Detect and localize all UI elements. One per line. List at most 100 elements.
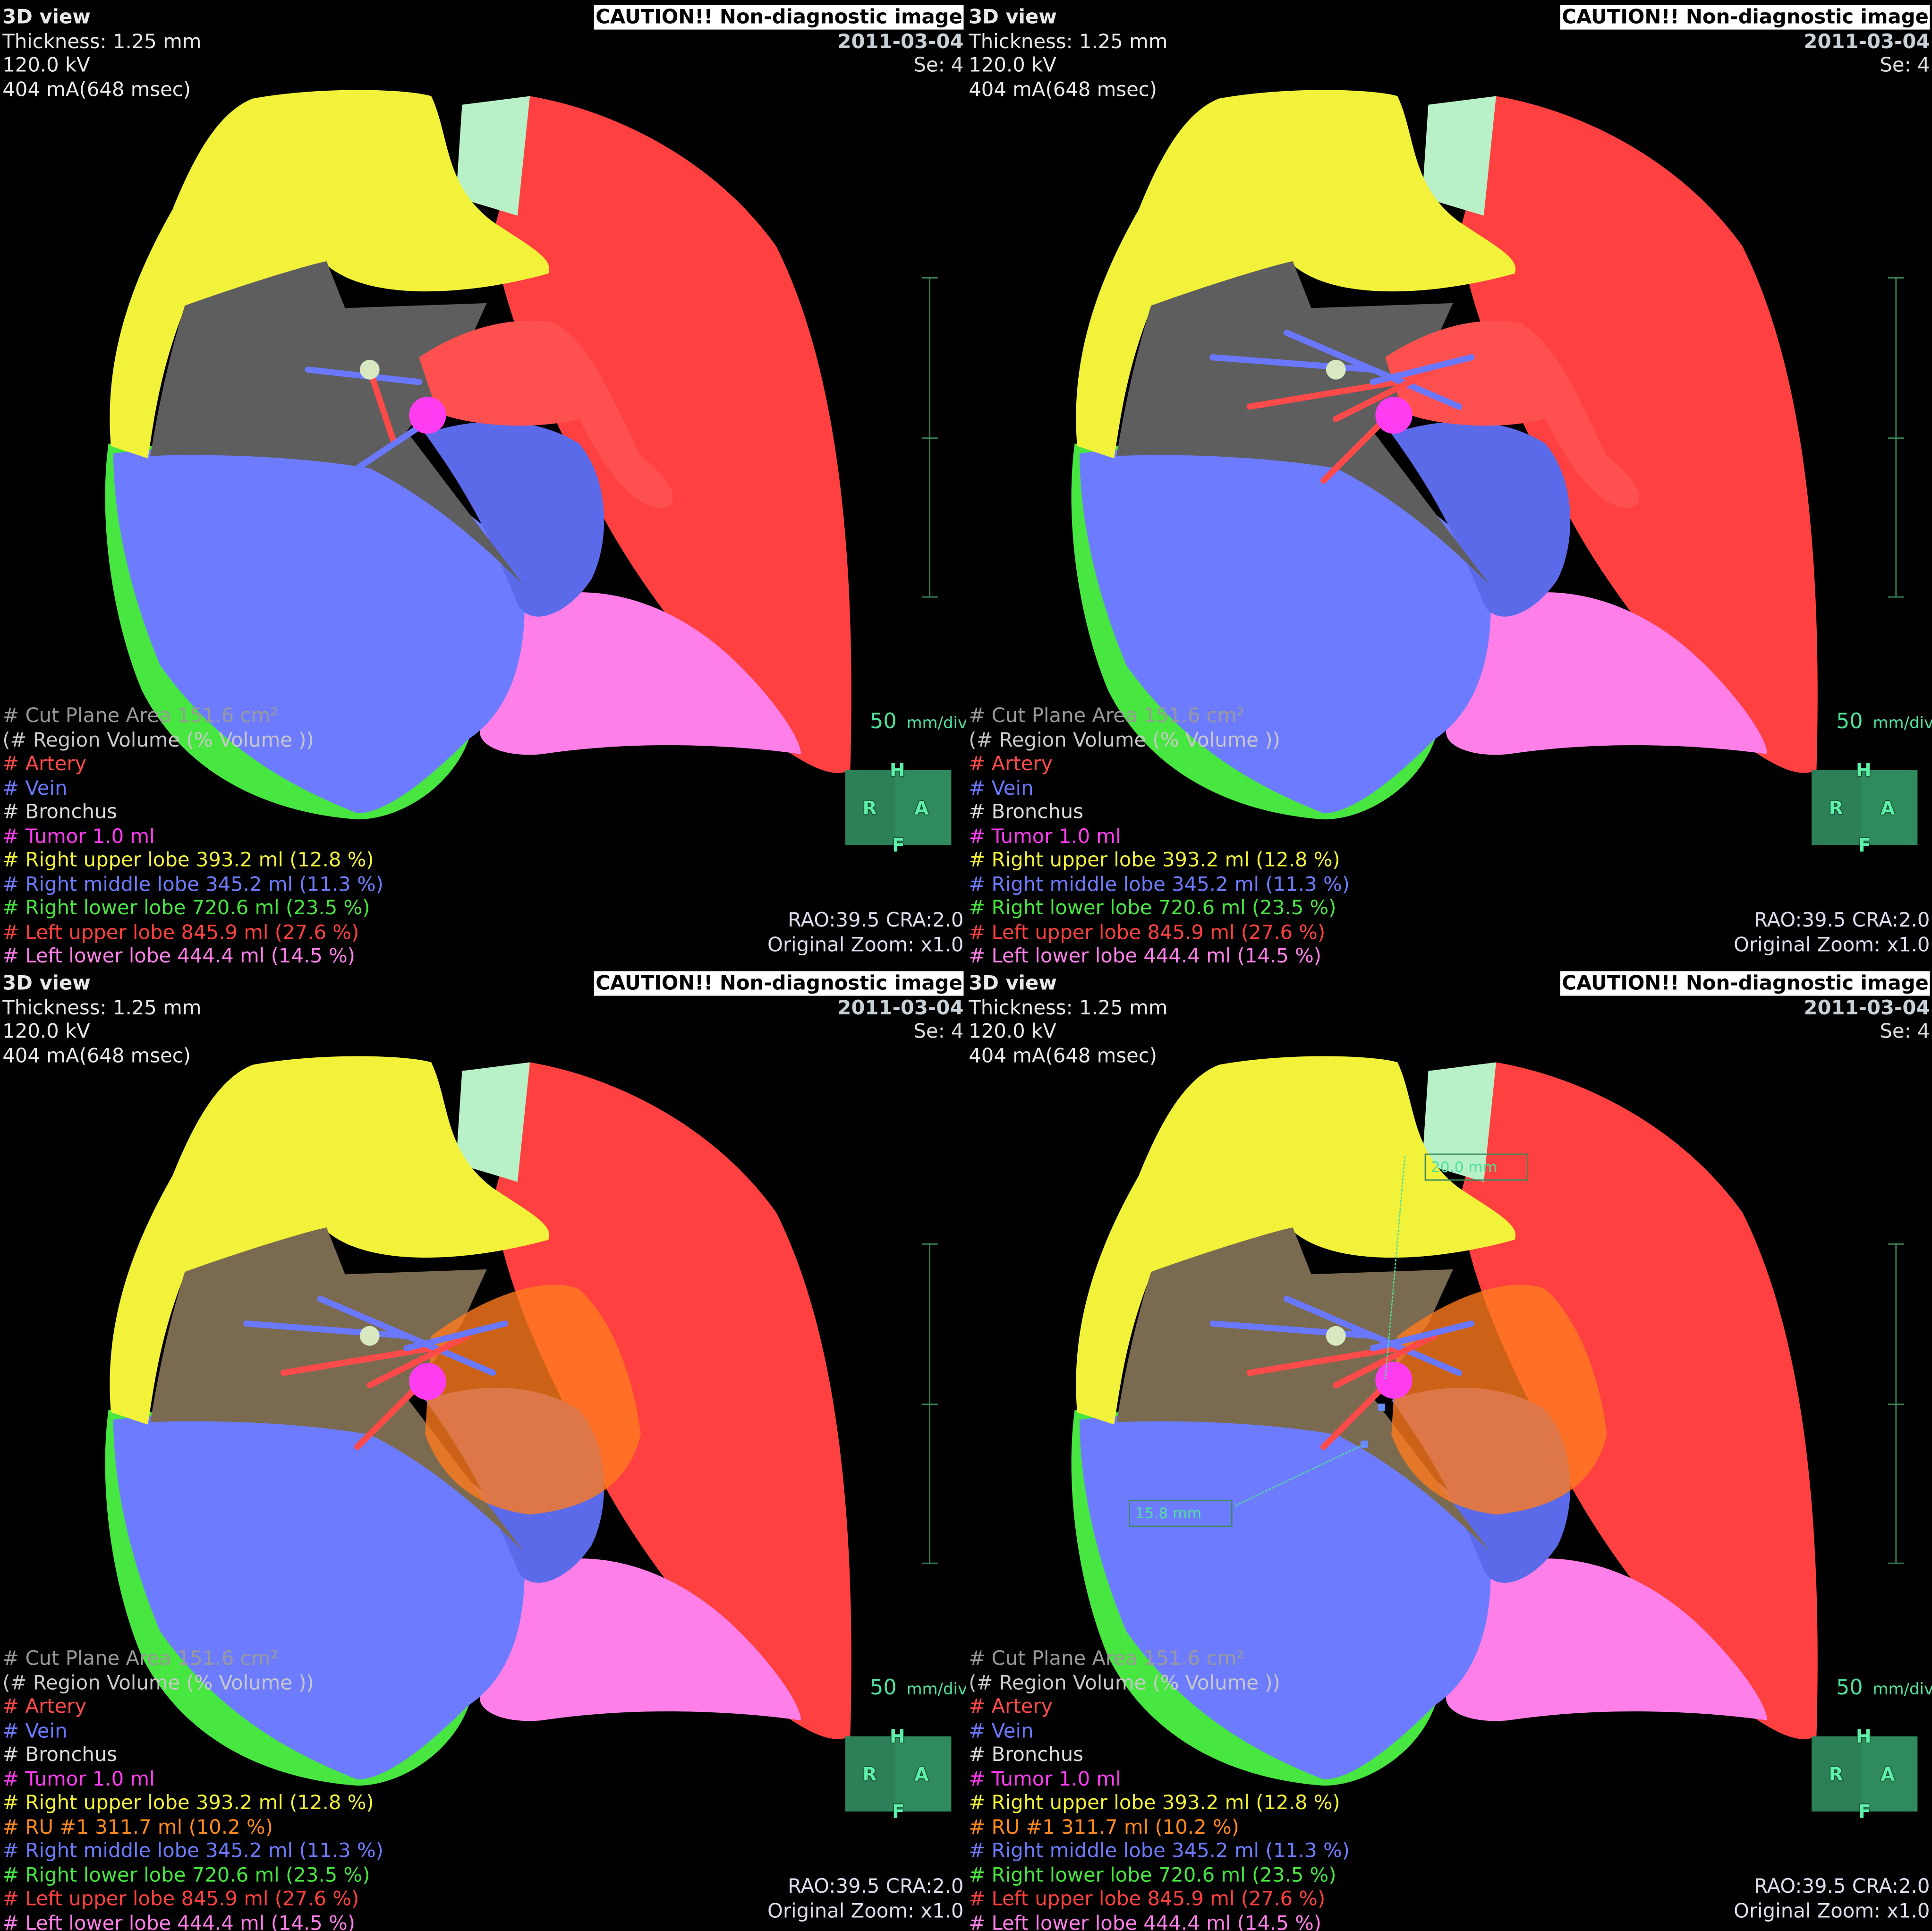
region-legend: # Cut Plane Area 151.6 cm²(# Region Volu… xyxy=(969,704,1350,965)
view-title: 3D view xyxy=(969,5,1167,29)
legend-item: # Right middle lobe 345.2 ml (11.3 %) xyxy=(2,1838,383,1863)
legend-item: # Right upper lobe 393.2 ml (12.8 %) xyxy=(2,848,383,872)
legend-item: # Left upper lobe 845.9 ml (27.6 %) xyxy=(969,1887,1350,1911)
legend-item: # RU #1 311.7 ml (10.2 %) xyxy=(2,1814,383,1838)
region-legend: # Cut Plane Area 151.6 cm²(# Region Volu… xyxy=(969,1646,1350,1931)
legend-item: (# Region Volume (% Volume )) xyxy=(969,1670,1350,1694)
measure-handle[interactable] xyxy=(1378,1404,1385,1411)
legend-item: # Left lower lobe 444.4 ml (14.5 %) xyxy=(2,1911,383,1931)
legend-item: # Right lower lobe 720.6 ml (23.5 %) xyxy=(969,896,1350,920)
scale-bar xyxy=(929,277,930,597)
measurement-label[interactable]: 15.8 mm xyxy=(1129,1499,1232,1526)
legend-item: # Vein xyxy=(969,1718,1350,1742)
study-info: CAUTION!! Non-diagnostic image 2011-03-0… xyxy=(1560,971,1930,1043)
tumor xyxy=(409,397,446,434)
legend-item: (# Region Volume (% Volume )) xyxy=(2,1670,383,1694)
legend-item: # Bronchus xyxy=(969,800,1350,824)
view-angle-info: RAO:39.5 CRA:2.0 Original Zoom: x1.0 xyxy=(1734,908,1930,956)
orientation-cube[interactable]: H R A F xyxy=(1811,770,1917,845)
legend-item: # Right lower lobe 720.6 ml (23.5 %) xyxy=(2,1863,383,1887)
study-date: 2011-03-04 xyxy=(595,995,964,1019)
legend-item: # Right middle lobe 345.2 ml (11.3 %) xyxy=(969,1838,1350,1863)
legend-item: # RU #1 311.7 ml (10.2 %) xyxy=(969,1814,1350,1838)
view-angle-info: RAO:39.5 CRA:2.0 Original Zoom: x1.0 xyxy=(767,908,963,956)
legend-item: # Right lower lobe 720.6 ml (23.5 %) xyxy=(969,1863,1350,1887)
measure-handle[interactable] xyxy=(1360,1440,1368,1448)
scale-bar xyxy=(1895,277,1897,597)
bronchus xyxy=(360,360,380,380)
viewport-3d[interactable]: 3D view Thickness: 1.25 mm 120.0 kV 404 … xyxy=(0,0,966,965)
legend-item: # Vein xyxy=(2,1718,383,1742)
rao-cra-angles: RAO:39.5 CRA:2.0 xyxy=(1734,908,1930,932)
view-title: 3D view xyxy=(2,5,201,29)
legend-item: # Left upper lobe 845.9 ml (27.6 %) xyxy=(2,1887,383,1911)
scan-info: 3D view Thickness: 1.25 mm 120.0 kV 404 … xyxy=(969,5,1167,101)
orientation-cube[interactable]: H R A F xyxy=(1811,1736,1917,1811)
tube-voltage: 120.0 kV xyxy=(2,53,201,77)
tumor xyxy=(1375,397,1412,434)
legend-item: # Left lower lobe 444.4 ml (14.5 %) xyxy=(969,1911,1350,1931)
region-legend: # Cut Plane Area 151.6 cm²(# Region Volu… xyxy=(2,704,383,965)
region-legend: # Cut Plane Area 151.6 cm²(# Region Volu… xyxy=(2,1646,383,1931)
study-info: CAUTION!! Non-diagnostic image 2011-03-0… xyxy=(595,971,964,1043)
legend-item: # Cut Plane Area 151.6 cm² xyxy=(2,704,383,728)
legend-item: # Artery xyxy=(969,1694,1350,1718)
scan-info: 3D view Thickness: 1.25 mm 120.0 kV 404 … xyxy=(2,971,201,1067)
legend-item: # Right upper lobe 393.2 ml (12.8 %) xyxy=(969,1790,1350,1814)
legend-item: # Vein xyxy=(969,776,1350,800)
scale-bar xyxy=(1895,1243,1897,1564)
view-title: 3D view xyxy=(969,971,1167,995)
orientation-cube[interactable]: H R A F xyxy=(845,1736,951,1811)
study-date: 2011-03-04 xyxy=(595,29,964,53)
zoom-level: Original Zoom: x1.0 xyxy=(767,1898,963,1922)
viewport-3d[interactable]: 3D view Thickness: 1.25 mm 120.0 kV 404 … xyxy=(0,966,966,1931)
zoom-level: Original Zoom: x1.0 xyxy=(1734,932,1930,956)
tube-voltage: 120.0 kV xyxy=(969,1019,1167,1043)
series-number: Se: 4 xyxy=(595,1019,964,1043)
study-date: 2011-03-04 xyxy=(1560,29,1930,53)
scan-info: 3D view Thickness: 1.25 mm 120.0 kV 404 … xyxy=(969,971,1167,1067)
rao-cra-angles: RAO:39.5 CRA:2.0 xyxy=(767,908,963,932)
tumor xyxy=(409,1363,446,1400)
tube-voltage: 120.0 kV xyxy=(969,53,1167,77)
viewport-3d[interactable]: 3D view Thickness: 1.25 mm 120.0 kV 404 … xyxy=(966,0,1932,965)
legend-item: # Cut Plane Area 151.6 cm² xyxy=(2,1646,383,1670)
rao-cra-angles: RAO:39.5 CRA:2.0 xyxy=(767,1874,963,1898)
legend-item: # Artery xyxy=(969,752,1350,776)
legend-item: # Left lower lobe 444.4 ml (14.5 %) xyxy=(2,944,383,965)
legend-item: # Tumor 1.0 ml xyxy=(969,824,1350,848)
zoom-level: Original Zoom: x1.0 xyxy=(1734,1898,1930,1922)
scan-info: 3D view Thickness: 1.25 mm 120.0 kV 404 … xyxy=(2,5,201,101)
legend-item: # Vein xyxy=(2,776,383,800)
tube-voltage: 120.0 kV xyxy=(2,1019,201,1043)
legend-item: # Left upper lobe 845.9 ml (27.6 %) xyxy=(969,920,1350,944)
caution-banner: CAUTION!! Non-diagnostic image xyxy=(1560,971,1930,995)
legend-item: # Right middle lobe 345.2 ml (11.3 %) xyxy=(969,872,1350,896)
measurement-label[interactable]: 20.0 mm xyxy=(1424,1153,1528,1180)
rao-cra-angles: RAO:39.5 CRA:2.0 xyxy=(1734,1874,1930,1898)
legend-item: # Tumor 1.0 ml xyxy=(969,1766,1350,1790)
legend-item: # Cut Plane Area 151.6 cm² xyxy=(969,1646,1350,1670)
caution-banner: CAUTION!! Non-diagnostic image xyxy=(595,5,964,29)
study-info: CAUTION!! Non-diagnostic image 2011-03-0… xyxy=(1560,5,1930,77)
view-angle-info: RAO:39.5 CRA:2.0 Original Zoom: x1.0 xyxy=(1734,1874,1930,1922)
legend-item: # Artery xyxy=(2,752,383,776)
legend-item: # Right middle lobe 345.2 ml (11.3 %) xyxy=(2,872,383,896)
viewport-3d[interactable]: 20.0 mm 15.8 mm 3D view Thickness: 1.25 … xyxy=(966,966,1932,1931)
study-date: 2011-03-04 xyxy=(1560,995,1930,1019)
slice-thickness: Thickness: 1.25 mm xyxy=(2,29,201,53)
legend-item: # Right upper lobe 393.2 ml (12.8 %) xyxy=(969,848,1350,872)
tube-current: 404 mA(648 msec) xyxy=(2,1043,201,1067)
legend-item: (# Region Volume (% Volume )) xyxy=(969,728,1350,752)
legend-item: # Bronchus xyxy=(969,1742,1350,1766)
series-number: Se: 4 xyxy=(1560,1019,1930,1043)
legend-item: # Tumor 1.0 ml xyxy=(2,1766,383,1790)
legend-item: (# Region Volume (% Volume )) xyxy=(2,728,383,752)
view-angle-info: RAO:39.5 CRA:2.0 Original Zoom: x1.0 xyxy=(767,1874,963,1922)
series-number: Se: 4 xyxy=(1560,53,1930,77)
tube-current: 404 mA(648 msec) xyxy=(969,1043,1167,1067)
legend-item: # Left upper lobe 845.9 ml (27.6 %) xyxy=(2,920,383,944)
orientation-cube[interactable]: H R A F xyxy=(845,770,951,845)
legend-item: # Cut Plane Area 151.6 cm² xyxy=(969,704,1350,728)
